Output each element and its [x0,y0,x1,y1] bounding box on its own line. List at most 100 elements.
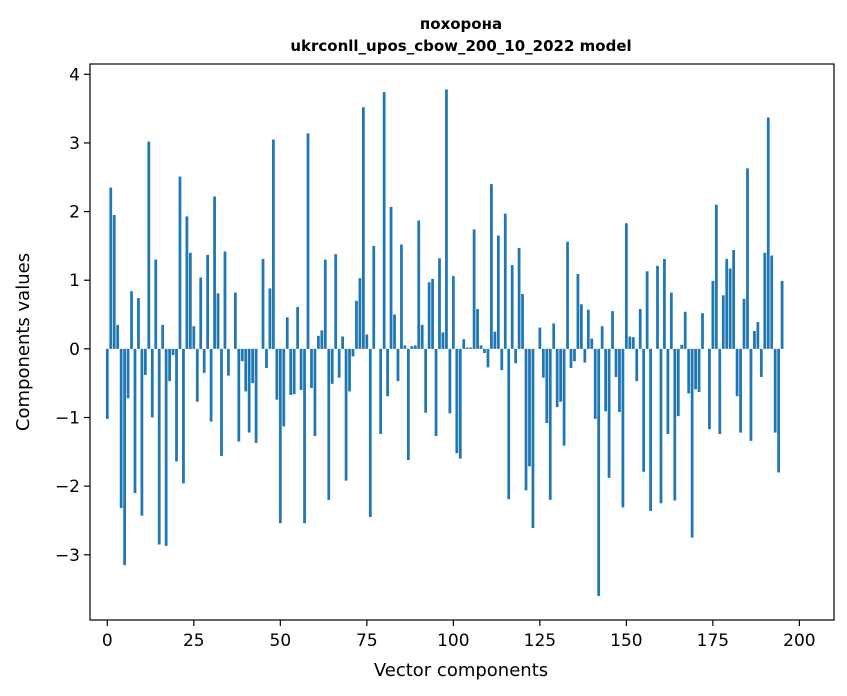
bar-3 [116,324,120,349]
bar-156 [645,271,649,349]
bar-46 [265,348,268,369]
bar-111 [490,184,493,349]
bar-132 [562,348,566,446]
bar-6 [126,348,130,399]
bar-167 [683,311,687,349]
bar-26 [195,348,199,402]
bar-183 [739,348,742,433]
x-tick-label: 125 [524,631,556,651]
bar-68 [341,336,344,349]
bar-59 [310,348,313,388]
bar-113 [496,235,500,349]
bar-150 [624,223,628,349]
bar-69 [344,348,348,481]
bar-148 [618,348,621,413]
bar-155 [642,348,646,472]
bar-153 [635,348,639,382]
bar-157 [649,348,652,511]
bar-60 [313,348,317,437]
chart-subtitle: ukrconll_upos_cbow_200_10_2022 model [290,37,631,55]
bar-115 [503,213,507,349]
bar-149 [621,348,625,508]
y-tick-label: −1 [55,409,80,429]
x-tick-label: 200 [783,631,815,651]
bar-82 [389,206,393,349]
bar-71 [351,348,355,357]
bar-138 [583,348,587,363]
bar-131 [559,348,563,402]
bar-49 [275,348,279,400]
bar-163 [669,292,673,349]
bar-172 [701,313,704,349]
bar-80 [382,92,386,349]
bar-27 [199,277,203,349]
bar-13 [150,348,154,418]
y-axis-ticks: −3 −2 −1 0 1 2 3 4 [55,65,90,566]
bar-84 [396,348,400,382]
bar-194 [777,348,781,473]
bar-76 [368,348,372,518]
bar-24 [188,252,192,349]
bar-133 [566,241,569,349]
bar-184 [742,298,746,349]
bar-145 [607,348,611,478]
bar-103 [462,339,466,349]
bar-21 [178,176,182,349]
bar-174 [708,348,711,430]
bar-151 [628,336,632,349]
bar-185 [746,168,749,349]
bar-85 [400,244,403,349]
bar-161 [663,258,666,349]
bar-20 [175,348,178,462]
bar-191 [766,117,770,349]
bar-119 [517,247,521,349]
bar-64 [327,348,331,500]
bar-12 [147,141,151,349]
bar-169 [690,348,694,538]
bar-75 [365,334,369,349]
bar-120 [521,293,524,349]
bar-125 [538,327,542,349]
bar-86 [403,345,407,349]
bar-168 [687,348,691,394]
bar-38 [237,348,241,442]
x-tick-label: 150 [610,631,642,651]
bar-162 [666,348,670,434]
bar-146 [611,311,614,349]
bar-0 [105,348,109,419]
x-tick-label: 75 [356,631,378,651]
bar-105 [469,347,473,349]
bar-14 [154,259,158,349]
bar-53 [289,348,293,395]
bar-180 [728,268,732,349]
bar-165 [676,348,680,417]
bar-74 [361,107,365,349]
bar-160 [659,348,663,504]
bar-1 [109,187,113,349]
y-tick-label: 2 [69,203,80,223]
x-tick-label: 50 [270,631,292,651]
bar-144 [604,348,607,412]
bar-135 [573,348,576,362]
bar-112 [493,331,497,349]
bar-107 [476,309,479,349]
bar-79 [379,348,383,434]
bar-190 [763,252,767,349]
bar-187 [753,331,756,349]
bar-34 [223,251,227,349]
x-tick-label: 25 [183,631,205,651]
bar-37 [233,292,237,349]
bar-42 [251,348,255,384]
bar-54 [292,348,296,395]
bar-81 [386,348,389,397]
bar-108 [479,345,483,349]
bars-group [105,89,784,596]
bar-33 [220,348,223,456]
bar-50 [278,348,282,524]
bar-23 [185,216,189,349]
bar-31 [213,196,216,349]
bar-137 [580,304,583,349]
plot-frame [89,63,835,621]
bar-32 [216,293,220,349]
y-tick-label: 3 [69,134,80,154]
